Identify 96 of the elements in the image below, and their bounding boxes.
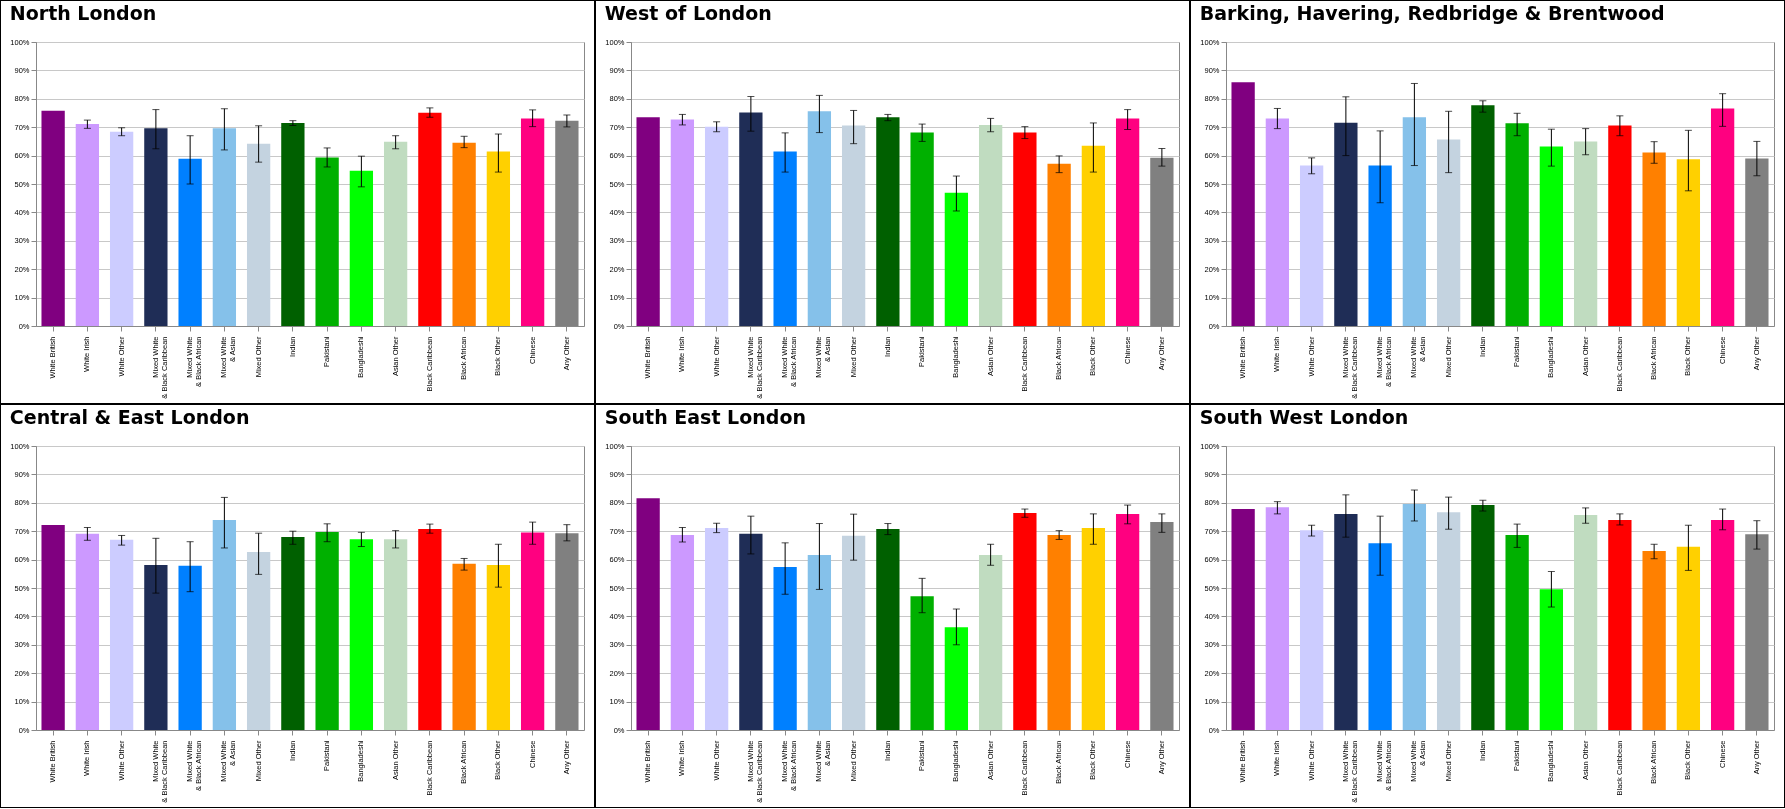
bar xyxy=(773,151,797,326)
bar xyxy=(1081,145,1106,326)
bar xyxy=(75,533,100,730)
bar xyxy=(109,131,134,326)
bar xyxy=(910,596,934,730)
bar xyxy=(1573,141,1598,326)
bar xyxy=(876,528,900,730)
bar xyxy=(1642,551,1666,730)
bar xyxy=(1676,546,1701,730)
bar xyxy=(1047,534,1071,730)
bar xyxy=(978,555,1003,730)
chart-title: Barking, Havering, Redbridge & Brentwood xyxy=(1199,2,1665,24)
bar xyxy=(1471,505,1495,730)
bar xyxy=(1402,117,1427,326)
bar xyxy=(520,532,545,730)
bar xyxy=(1081,528,1106,730)
bar xyxy=(1115,513,1140,730)
bar xyxy=(418,112,442,326)
bar xyxy=(178,565,202,730)
bar xyxy=(383,141,408,326)
bar xyxy=(841,535,866,730)
bar xyxy=(1573,515,1598,730)
bar xyxy=(1710,108,1735,326)
bar xyxy=(807,555,832,730)
bar xyxy=(281,122,305,326)
bar xyxy=(383,539,408,730)
bar xyxy=(1231,82,1255,326)
bar xyxy=(109,539,134,730)
bar xyxy=(1505,534,1529,730)
bar xyxy=(1299,165,1324,326)
bar xyxy=(944,192,969,326)
bar xyxy=(144,128,168,326)
bar xyxy=(349,170,374,326)
bar xyxy=(807,111,832,326)
bar xyxy=(1013,132,1037,326)
bar xyxy=(1676,159,1701,326)
bar xyxy=(486,565,511,730)
bar xyxy=(281,536,305,730)
bar xyxy=(876,117,900,326)
bar xyxy=(1334,513,1358,730)
bar xyxy=(212,520,237,730)
bar xyxy=(1013,513,1037,730)
bar xyxy=(636,498,660,730)
bar xyxy=(178,158,202,326)
bar xyxy=(1368,165,1392,326)
bar xyxy=(944,627,969,730)
bar xyxy=(1047,163,1071,326)
chart-title: Central & East London xyxy=(9,406,250,428)
bar xyxy=(1505,123,1529,326)
bar xyxy=(1334,122,1358,326)
bar xyxy=(75,124,100,326)
bar xyxy=(1299,530,1324,730)
chart-title: North London xyxy=(9,2,157,24)
bar xyxy=(1539,589,1564,730)
bar xyxy=(670,119,695,326)
bar xyxy=(212,128,237,326)
bar xyxy=(636,117,660,326)
bar xyxy=(670,534,695,730)
bar xyxy=(1710,520,1735,730)
bar xyxy=(452,142,476,326)
bar xyxy=(1436,139,1461,326)
bar xyxy=(486,151,511,326)
bar xyxy=(1231,509,1255,730)
bar xyxy=(41,524,65,730)
bar xyxy=(349,539,374,730)
bar xyxy=(418,528,442,730)
bar xyxy=(246,551,271,730)
bar xyxy=(704,126,729,326)
bar xyxy=(1608,520,1632,730)
bar xyxy=(1608,125,1632,326)
bar xyxy=(739,533,763,730)
chart-title: West of London xyxy=(604,2,772,24)
bar xyxy=(841,125,866,326)
bar xyxy=(704,528,729,730)
bar xyxy=(1471,105,1495,326)
bar xyxy=(739,112,763,326)
bar xyxy=(1265,118,1290,326)
bar xyxy=(1115,118,1140,326)
bar xyxy=(1539,146,1564,326)
bar xyxy=(1436,512,1461,730)
bar xyxy=(1368,543,1392,730)
bar xyxy=(520,118,545,326)
chart-title: South West London xyxy=(1199,406,1409,428)
bar xyxy=(452,563,476,730)
bar xyxy=(1265,507,1290,730)
bar xyxy=(315,157,339,326)
bar xyxy=(910,132,934,326)
bar xyxy=(315,532,339,730)
bar xyxy=(1642,152,1666,326)
bar xyxy=(41,110,65,326)
bar xyxy=(144,565,168,730)
bar xyxy=(773,566,797,730)
bar xyxy=(978,124,1003,326)
bar xyxy=(246,143,271,326)
bar xyxy=(1402,503,1427,730)
chart-title: South East London xyxy=(604,406,806,428)
